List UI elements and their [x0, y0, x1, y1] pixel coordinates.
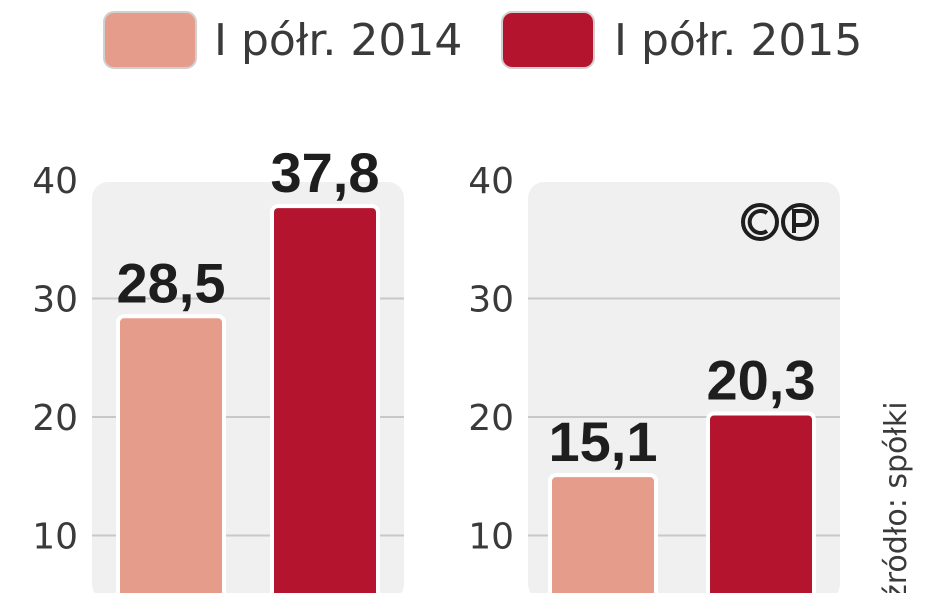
- value-label: 15,1: [549, 410, 658, 473]
- y-tick-label: 40: [32, 161, 78, 202]
- legend-swatch-2014: [103, 11, 197, 69]
- copyright-logo: [741, 203, 819, 241]
- y-tick-label: 40: [468, 161, 514, 202]
- legend: I półr. 2014 I półr. 2015: [103, 11, 862, 69]
- legend-label-2014: I półr. 2014: [214, 15, 462, 66]
- legend-swatch-2015: [501, 11, 595, 69]
- value-label: 20,3: [707, 348, 816, 411]
- source-label: źródło: spółki: [879, 401, 914, 593]
- bar-1: [270, 204, 380, 593]
- bar-1: [706, 411, 816, 593]
- y-tick-label: 20: [32, 398, 78, 439]
- bar-0: [548, 473, 658, 593]
- legend-label-2015: I półr. 2015: [614, 15, 862, 66]
- y-tick-label: 30: [468, 280, 514, 321]
- y-tick-label: 10: [32, 517, 78, 558]
- y-tick-label: 20: [468, 398, 514, 439]
- chart-panel-left: 10 20 30 40 28,5 37,8: [32, 141, 404, 593]
- chart-panel-right: 10 20 30 40 15,1 20,3: [468, 161, 840, 593]
- y-tick-label: 30: [32, 280, 78, 321]
- bar-0: [116, 314, 226, 593]
- value-label: 28,5: [117, 251, 226, 314]
- y-tick-label: 10: [468, 517, 514, 558]
- value-label: 37,8: [271, 141, 380, 204]
